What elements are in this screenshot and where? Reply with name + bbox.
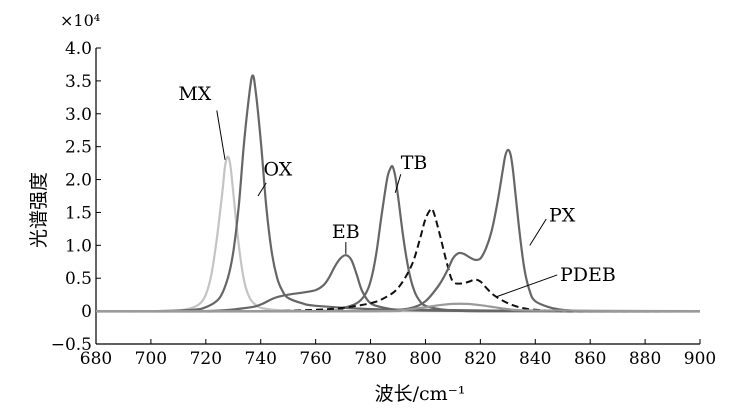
- series-label-ox: OX: [263, 159, 292, 181]
- x-tick-label: 760: [299, 349, 331, 369]
- y-tick-label: 3.5: [65, 72, 92, 92]
- y-tick-label: 1.0: [65, 236, 92, 256]
- axes: 680 700 720 740 760 780 800 820 840 860 880 900 −0.5…: [51, 39, 717, 369]
- x-tick-label: 740: [245, 349, 277, 369]
- x-tick-label: 780: [354, 349, 386, 369]
- leader-line-ox: [257, 182, 267, 197]
- x-tick-label: 680: [80, 349, 112, 369]
- x-tick-label: 900: [684, 349, 716, 369]
- y-axis-label: 光谱强度: [28, 172, 50, 248]
- x-tick-label: 840: [519, 349, 551, 369]
- curves: [95, 74, 701, 313]
- y-tick-label: 0: [81, 302, 92, 322]
- series-label-px: PX: [549, 205, 576, 227]
- series-line-baseline: [95, 302, 701, 313]
- y-tick-label: 3.0: [65, 105, 92, 125]
- y-tick-label: 0.5: [65, 269, 92, 289]
- x-tick-label: 720: [190, 349, 222, 369]
- y-multiplier: ×10⁴: [60, 11, 100, 30]
- series-label-eb: EB: [332, 221, 360, 243]
- x-tick-label: 800: [409, 349, 441, 369]
- leader-line-mx: [216, 110, 226, 160]
- series-label-mx: MX: [178, 83, 211, 105]
- series-line-tb: [95, 165, 700, 313]
- series-line-px: [95, 148, 700, 313]
- series-line-mx: [95, 155, 700, 313]
- series-label-pdeb: PDEB: [560, 264, 616, 286]
- x-tick-label: 820: [464, 349, 496, 369]
- x-tick-label: 860: [574, 349, 606, 369]
- series-label-tb: TB: [401, 152, 428, 174]
- y-tick-label: −0.5: [51, 335, 92, 355]
- y-tick-label: 1.5: [65, 203, 92, 223]
- series-labels: MX OX EB TB PX PDEB: [178, 83, 616, 298]
- x-tick-label: 700: [135, 349, 167, 369]
- leader-line-tb: [394, 174, 402, 193]
- series-line-eb: [95, 254, 700, 313]
- y-tick-label: 4.0: [65, 39, 92, 59]
- y-tick-label: 2.0: [65, 171, 92, 191]
- y-tick-label: 2.5: [65, 138, 92, 158]
- x-axis-label: 波长/cm⁻¹: [375, 383, 466, 405]
- x-tick-label: 880: [629, 349, 661, 369]
- leader-line-pdeb: [496, 274, 558, 298]
- series-line-pdeb: [95, 207, 700, 313]
- leader-line-px: [529, 218, 547, 246]
